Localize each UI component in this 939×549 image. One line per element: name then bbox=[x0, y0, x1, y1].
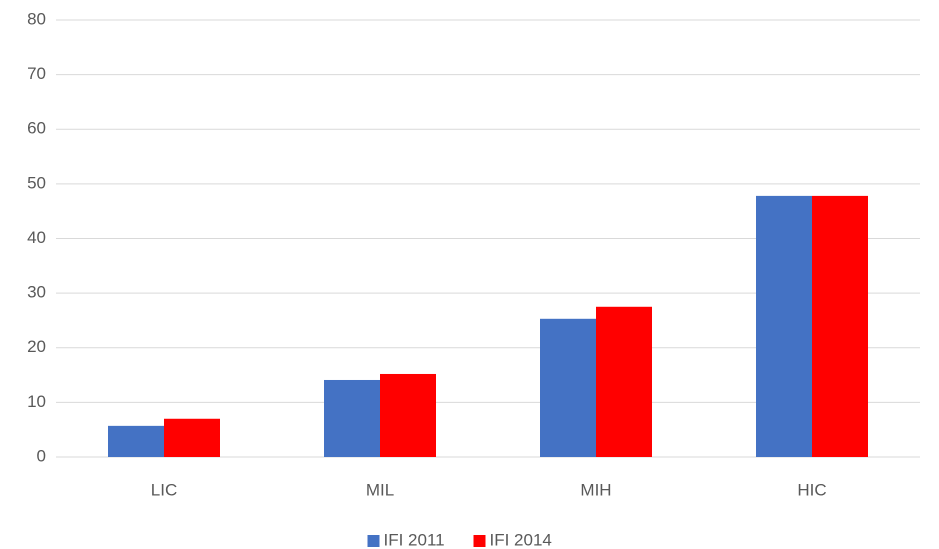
legend-swatch bbox=[473, 535, 486, 547]
legend-label: IFI 2011 bbox=[384, 530, 445, 549]
y-tick-label: 40 bbox=[27, 228, 46, 247]
bar bbox=[324, 379, 380, 457]
legend-swatch bbox=[367, 535, 380, 547]
y-tick-label: 30 bbox=[27, 283, 46, 302]
y-tick-label: 20 bbox=[27, 337, 46, 356]
bar bbox=[596, 306, 652, 457]
y-tick-label: 60 bbox=[27, 119, 46, 138]
bar bbox=[756, 195, 812, 457]
y-tick-label: 70 bbox=[27, 64, 46, 83]
y-tick-label: 80 bbox=[27, 9, 46, 28]
y-tick-label: 10 bbox=[27, 392, 46, 411]
bar bbox=[380, 373, 436, 457]
bar bbox=[164, 418, 220, 457]
x-tick-label: MIH bbox=[580, 480, 611, 499]
y-tick-label: 0 bbox=[37, 446, 46, 465]
bar bbox=[540, 318, 596, 457]
legend-label: IFI 2014 bbox=[490, 530, 552, 549]
x-tick-label: MIL bbox=[366, 480, 394, 499]
bar bbox=[812, 195, 868, 457]
x-tick-label: HIC bbox=[797, 480, 826, 499]
y-tick-label: 50 bbox=[27, 173, 46, 192]
bar bbox=[108, 425, 164, 457]
x-tick-label: LIC bbox=[151, 480, 177, 499]
